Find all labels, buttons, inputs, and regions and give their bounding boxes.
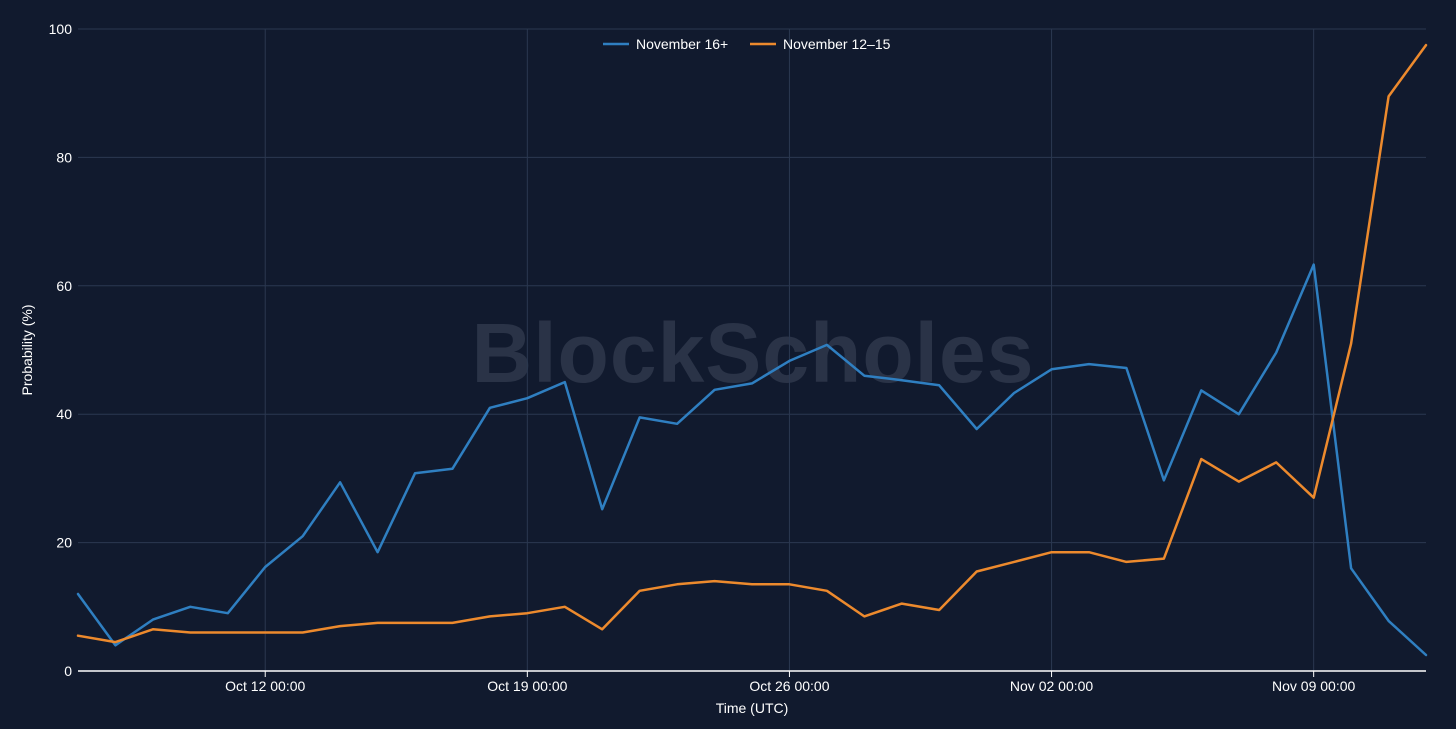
x-tick-label: Nov 09 00:00 bbox=[1272, 678, 1355, 694]
series-line-1[interactable] bbox=[76, 43, 1428, 644]
legend-label: November 16+ bbox=[636, 36, 728, 52]
legend-item-1[interactable]: November 12–15 bbox=[750, 36, 891, 52]
x-tick-labels: Oct 12 00:00 Oct 19 00:00 Oct 26 00:00 Nov … bbox=[225, 671, 1356, 694]
legend-item-0[interactable]: November 16+ bbox=[603, 36, 728, 52]
y-tick-label: 0 bbox=[64, 663, 72, 679]
x-tick-label: Oct 12 00:00 bbox=[225, 678, 305, 694]
x-axis-title: Time (UTC) bbox=[716, 700, 789, 716]
y-tick-label: 100 bbox=[49, 21, 73, 37]
y-axis-title: Probability (%) bbox=[19, 304, 35, 395]
x-tick-label: Oct 19 00:00 bbox=[487, 678, 567, 694]
y-tick-label: 40 bbox=[56, 406, 72, 422]
y-tick-label: 60 bbox=[56, 278, 72, 294]
legend[interactable]: November 16+ November 12–15 bbox=[603, 36, 891, 52]
legend-label: November 12–15 bbox=[783, 36, 891, 52]
y-tick-label: 20 bbox=[56, 535, 72, 551]
y-tick-labels: 0 20 40 60 80 100 bbox=[49, 21, 73, 679]
x-tick-label: Oct 26 00:00 bbox=[749, 678, 829, 694]
x-tick-label: Nov 02 00:00 bbox=[1010, 678, 1093, 694]
series-line-0[interactable] bbox=[76, 263, 1428, 657]
y-tick-label: 80 bbox=[56, 149, 72, 165]
series-lines bbox=[76, 43, 1428, 657]
gridlines bbox=[78, 28, 1426, 671]
